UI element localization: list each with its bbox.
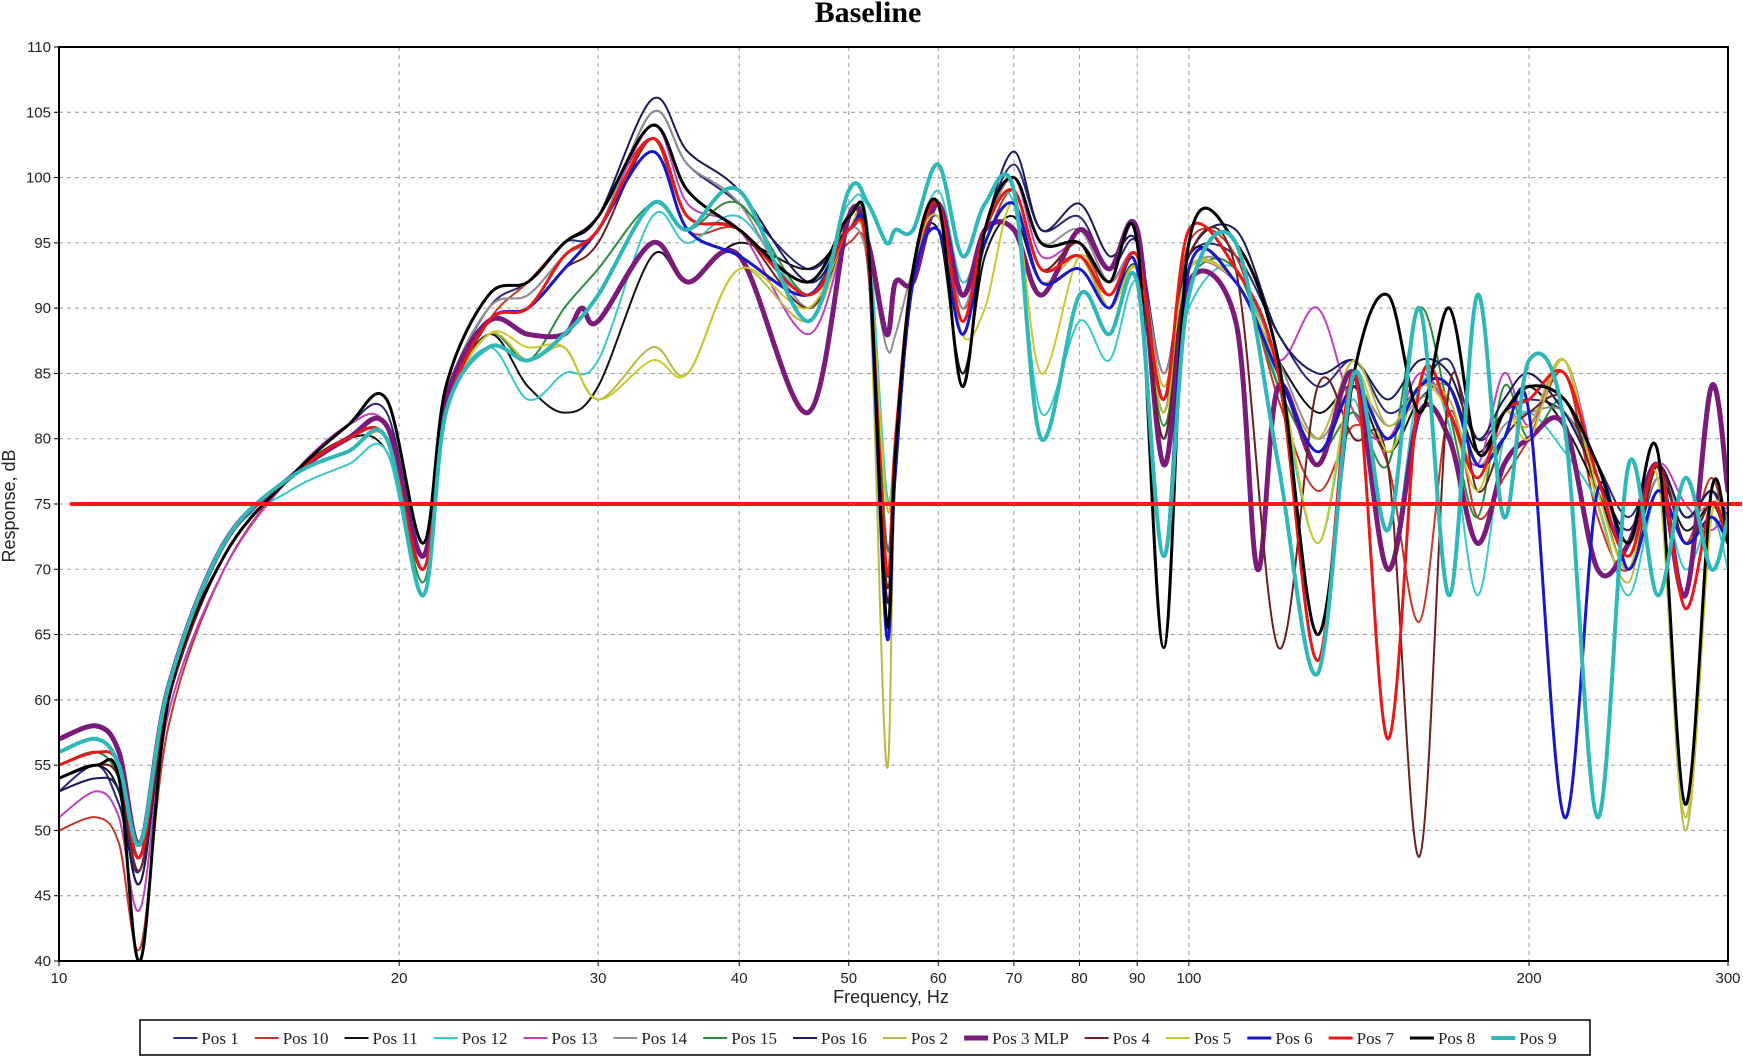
- legend-label: Pos 15: [731, 1029, 777, 1048]
- legend-label: Pos 12: [462, 1029, 508, 1048]
- legend-label: Pos 4: [1113, 1029, 1151, 1048]
- legend-label: Pos 6: [1275, 1029, 1312, 1048]
- legend-label: Pos 5: [1194, 1029, 1231, 1048]
- legend-label: Pos 14: [641, 1029, 687, 1048]
- legend-label: Pos 11: [373, 1029, 418, 1048]
- y-tick-label: 65: [34, 627, 51, 644]
- y-tick-label: 75: [34, 496, 51, 513]
- legend-entry: Pos 15: [703, 1029, 777, 1048]
- legend-entry: Pos 9: [1491, 1029, 1557, 1048]
- x-tick-label: 200: [1517, 970, 1542, 987]
- x-tick-label: 50: [840, 970, 857, 987]
- y-tick-label: 80: [34, 431, 51, 448]
- x-tick-label: 90: [1129, 970, 1146, 987]
- y-axis-label: Response, dB: [0, 449, 19, 562]
- legend-entry: Pos 2: [882, 1029, 948, 1048]
- legend-entry: Pos 5: [1165, 1029, 1231, 1048]
- axis-ticks: 40 45 50 55 60 65 70 75 80 85 90 95 100 105 110 10 20 30 4…: [26, 39, 1741, 987]
- legend-entry: Pos 13: [523, 1029, 598, 1048]
- legend-entry: Pos 8: [1409, 1029, 1475, 1048]
- legend-entry: Pos 10: [254, 1029, 329, 1048]
- legend-entry: Pos 7: [1328, 1029, 1395, 1048]
- x-tick-label: 80: [1071, 970, 1088, 987]
- y-tick-label: 45: [34, 888, 51, 905]
- legend-entry: Pos 4: [1084, 1029, 1151, 1048]
- legend-entry: Pos 1: [173, 1029, 239, 1048]
- y-tick-label: 105: [26, 104, 51, 121]
- x-tick-label: 100: [1176, 970, 1201, 987]
- y-tick-label: 110: [27, 39, 51, 56]
- x-tick-label: 10: [51, 970, 68, 987]
- x-axis-label: Frequency, Hz: [833, 987, 949, 1007]
- legend-entry: Pos 6: [1247, 1029, 1313, 1048]
- x-tick-label: 70: [1006, 970, 1023, 987]
- series-line-pos-3-mlp: [59, 201, 1728, 847]
- x-tick-label: 40: [731, 970, 748, 987]
- y-tick-label: 90: [34, 300, 51, 317]
- legend-entry: Pos 16: [793, 1029, 867, 1048]
- legend-entry: Pos 14: [613, 1029, 688, 1048]
- x-tick-label: 300: [1715, 970, 1740, 987]
- series-lines: [59, 96, 1728, 961]
- x-tick-label: 60: [930, 970, 947, 987]
- legend-label: Pos 2: [911, 1029, 948, 1048]
- legend-entry: Pos 12: [433, 1029, 508, 1048]
- legend-label: Pos 1: [201, 1029, 238, 1048]
- y-tick-label: 55: [34, 757, 51, 774]
- legend-label: Pos 8: [1438, 1029, 1475, 1048]
- plot-border: [58, 46, 1729, 962]
- chart-title: Baseline: [815, 0, 922, 29]
- legend-label: Pos 13: [552, 1029, 598, 1048]
- legend-entry: Pos 11: [344, 1029, 418, 1048]
- y-tick-label: 95: [34, 235, 51, 252]
- legend: Pos 1 Pos 10 Pos 11 Pos 12 Pos 13 Pos 14 Pos 1…: [139, 1019, 1591, 1056]
- series-line-pos-7: [59, 136, 1728, 860]
- legend-label: Pos 9: [1519, 1029, 1556, 1048]
- x-tick-label: 30: [590, 970, 607, 987]
- legend-label: Pos 10: [283, 1029, 329, 1048]
- y-tick-label: 60: [34, 692, 51, 709]
- legend-label: Pos 16: [821, 1029, 867, 1048]
- x-tick-label: 20: [391, 970, 408, 987]
- y-tick-label: 70: [34, 561, 51, 578]
- legend-entry: Pos 3 MLP: [964, 1029, 1069, 1048]
- legend-label: Pos 3 MLP: [992, 1029, 1069, 1048]
- plot-area: [59, 96, 1742, 961]
- series-line-pos-8: [59, 123, 1728, 961]
- y-tick-label: 85: [34, 365, 51, 382]
- legend-label: Pos 7: [1357, 1029, 1395, 1048]
- y-tick-label: 50: [34, 822, 51, 839]
- y-tick-label: 40: [34, 953, 51, 970]
- series-line-pos-9: [59, 162, 1728, 847]
- y-tick-label: 100: [26, 170, 51, 187]
